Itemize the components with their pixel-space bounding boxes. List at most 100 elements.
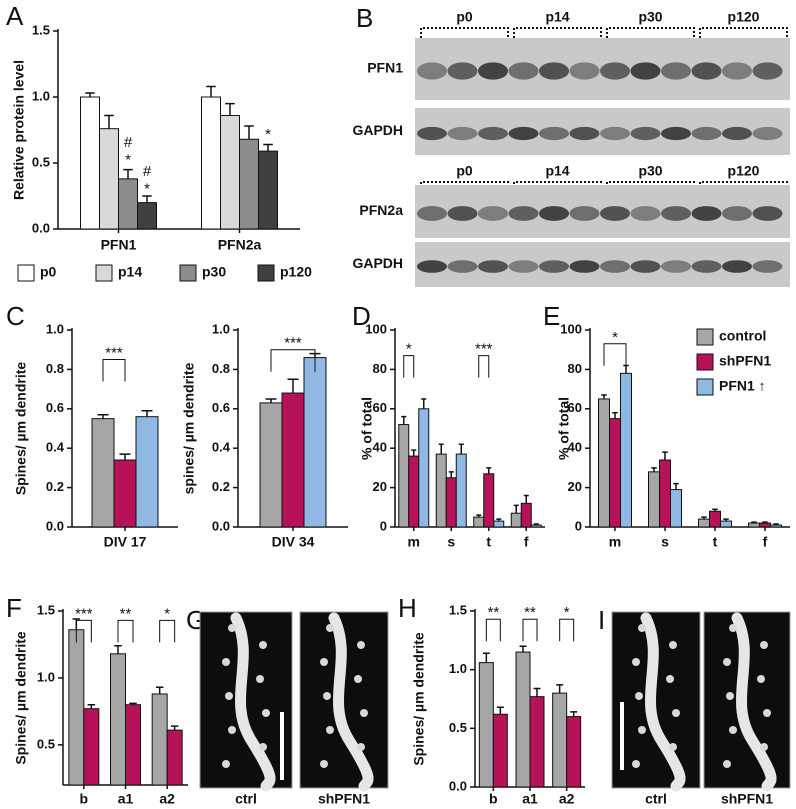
bar (259, 402, 283, 528)
x-tick-label: f (524, 534, 529, 550)
y-tick-label: 0 (380, 518, 387, 533)
blot-band (478, 126, 508, 141)
legend-swatch (696, 328, 714, 346)
blot-band (600, 260, 630, 273)
error-bar (496, 706, 504, 715)
blot-row-label: PFN1 (367, 60, 403, 76)
error-bar (97, 413, 109, 419)
blot-band (539, 126, 569, 141)
spine (763, 709, 771, 717)
bar (566, 716, 582, 788)
dendrite (230, 612, 276, 792)
error-bar (458, 443, 464, 455)
bar (281, 392, 305, 528)
error-bar (513, 504, 519, 514)
x-tick-label: a1 (118, 791, 134, 807)
spine (320, 760, 328, 768)
significance-mark: *** (475, 341, 493, 358)
error-bar (533, 687, 541, 697)
bar-chart: E % of total 0 20 40 60 80 100 m s t f * control shPFN… (543, 301, 790, 550)
spine (632, 760, 640, 768)
significance-bracket (478, 355, 490, 378)
blot-band (478, 62, 508, 80)
dendrite (731, 612, 777, 792)
y-tick-label: 20 (568, 479, 582, 494)
y-axis-label: % of total (556, 397, 572, 460)
legend-label: p0 (40, 264, 57, 280)
blot-band (752, 62, 783, 80)
error-bar (141, 410, 153, 417)
significance-mark: * (564, 604, 570, 621)
blot-band (508, 260, 539, 273)
y-tick-label: 60 (568, 400, 582, 415)
panel-label: I (598, 605, 605, 635)
x-tick-label: a2 (559, 791, 575, 807)
significance-mark: * (406, 341, 412, 358)
error-bar (482, 652, 490, 663)
x-tick-label: DIV 17 (104, 534, 147, 550)
spine (225, 692, 233, 700)
bar (698, 518, 710, 528)
legend-swatch (696, 378, 714, 396)
x-tick-label: f (763, 534, 768, 550)
scale-bar (280, 712, 284, 780)
blot-band (447, 206, 478, 221)
bar (770, 524, 782, 528)
significance-mark: * (265, 126, 271, 143)
bar (620, 372, 632, 528)
blot-band (661, 62, 691, 80)
micrograph-label: shPFN1 (721, 791, 773, 807)
y-tick-label: 0.0 (32, 220, 50, 235)
blot-band (508, 62, 539, 80)
significance-bracket (522, 618, 538, 642)
group-label: p30 (638, 9, 662, 25)
y-tick-label: 1.0 (212, 321, 230, 336)
spine (354, 675, 362, 683)
y-tick-label: 100 (365, 321, 387, 336)
blot-band (630, 62, 661, 80)
bar (473, 516, 485, 528)
x-tick-label: PFN1 (101, 237, 137, 253)
blot-band (600, 62, 630, 80)
x-tick-label: s (661, 534, 669, 550)
spine (222, 658, 230, 666)
x-tick-label: b (80, 791, 89, 807)
blot-band (447, 62, 478, 80)
spine (259, 743, 267, 751)
significance-bracket (403, 355, 415, 378)
error-bar (486, 467, 492, 474)
significance-bracket (159, 619, 176, 643)
y-axis-label: Spines/ µm dendrite (13, 362, 29, 496)
error-bar (170, 725, 179, 731)
significance-mark: * (144, 180, 150, 197)
y-tick-label: 0.0 (449, 778, 467, 793)
significance-mark: # (143, 163, 152, 180)
spine (669, 641, 677, 649)
bar (748, 522, 760, 528)
spine (760, 641, 768, 649)
significance-mark: *** (75, 605, 93, 622)
error-bar (411, 449, 417, 457)
error-bar (438, 443, 444, 455)
error-bar (123, 168, 133, 179)
error-bar (287, 378, 299, 394)
spine (360, 709, 368, 717)
legend-label: control (719, 328, 766, 344)
blot-band (417, 206, 447, 221)
blot-band (478, 206, 508, 221)
y-axis-label: Spines/ µm dendrite (411, 632, 427, 766)
error-bar (612, 411, 618, 419)
spine (357, 641, 365, 649)
bar (125, 704, 141, 786)
legend-swatch (17, 264, 35, 282)
spine (320, 658, 328, 666)
bar (137, 202, 157, 230)
spine (672, 709, 680, 717)
y-tick-label: 0.5 (37, 736, 55, 751)
error-bar (244, 125, 254, 140)
y-axis-label: Spines/ µm dendrite (13, 631, 29, 765)
dendrite (640, 612, 686, 792)
significance-bracket (270, 349, 316, 372)
error-bar (519, 645, 527, 653)
